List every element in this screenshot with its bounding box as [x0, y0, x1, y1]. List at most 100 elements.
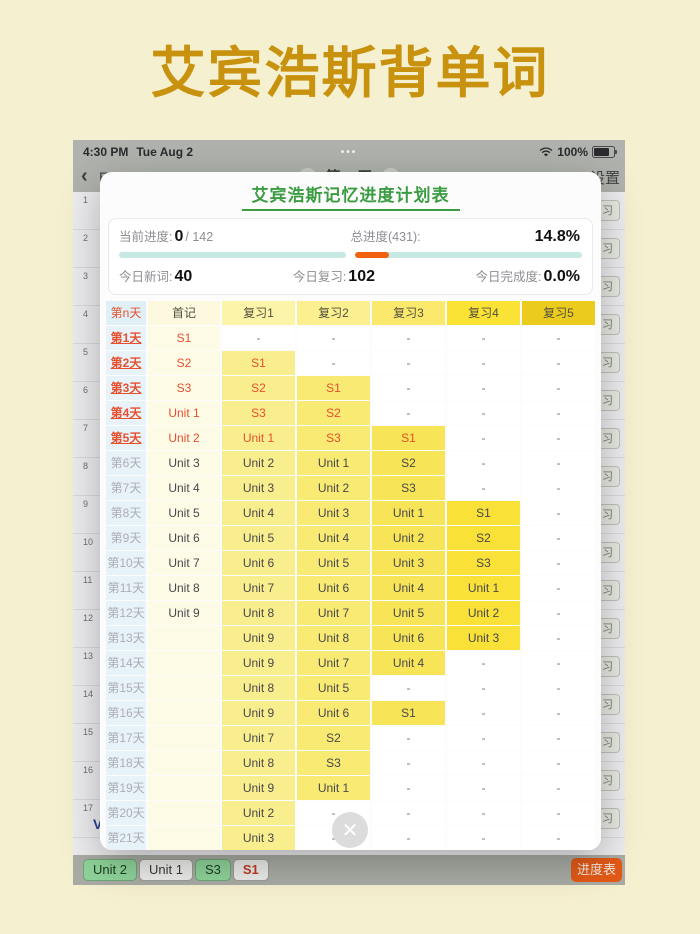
schedule-row: 第3天 S3 S2 S1- - -: [106, 376, 595, 400]
row-number: 15: [83, 727, 94, 737]
review-cell: -: [522, 376, 595, 400]
review-cell: Unit 9: [222, 626, 295, 650]
review-cell: -: [447, 401, 520, 425]
day-cell[interactable]: 第7天: [106, 476, 146, 500]
schedule-row: 第15天 Unit 8 Unit 5---: [106, 676, 595, 700]
schedule-row: 第5天 Unit 2 Unit 1 S3 S1- -: [106, 426, 595, 450]
row-number: 2: [83, 233, 89, 243]
first-memorize-cell: Unit 3: [148, 451, 220, 475]
row-number: 5: [83, 347, 89, 357]
battery-percent: 100%: [557, 145, 588, 159]
status-dots: •••: [340, 146, 358, 158]
day-cell[interactable]: 第17天: [106, 726, 146, 750]
toolbar-button-s1[interactable]: S1: [232, 859, 269, 881]
day-cell[interactable]: 第2天: [106, 351, 146, 375]
day-cell[interactable]: 第15天: [106, 676, 146, 700]
review-cell: -: [372, 826, 445, 850]
review-cell: -: [522, 776, 595, 800]
schedule-header-cell: 复习4: [447, 301, 520, 325]
first-memorize-cell: [148, 651, 220, 675]
modal-title: 艾宾浩斯记忆进度计划表: [241, 181, 460, 211]
review-cell: Unit 1: [297, 451, 370, 475]
day-cell[interactable]: 第10天: [106, 551, 146, 575]
day-cell[interactable]: 第1天: [106, 326, 146, 350]
schedule-header-cell: 复习2: [297, 301, 370, 325]
day-cell[interactable]: 第11天: [106, 576, 146, 600]
day-cell[interactable]: 第20天: [106, 801, 146, 825]
review-cell: -: [522, 426, 595, 450]
review-cell: Unit 2: [222, 451, 295, 475]
review-cell: -: [372, 776, 445, 800]
row-number: 16: [83, 765, 94, 775]
review-cell: S2: [297, 401, 370, 425]
first-memorize-cell: Unit 6: [148, 526, 220, 550]
day-cell[interactable]: 第14天: [106, 651, 146, 675]
status-bar: 4:30 PM Tue Aug 2 ••• 100%: [73, 140, 625, 164]
review-cell: -: [447, 326, 520, 350]
stats-card: 当前进度: 0 / 142 总进度(431): 14.8% 今日新词: 40 今…: [108, 218, 593, 295]
first-memorize-cell: Unit 5: [148, 501, 220, 525]
schedule-row: 第11天 Unit 8 Unit 7 Unit 6 Unit 4 Unit 1-: [106, 576, 595, 600]
review-cell: -: [522, 801, 595, 825]
day-cell[interactable]: 第8天: [106, 501, 146, 525]
review-cell: Unit 1: [222, 426, 295, 450]
schedule-row: 第12天 Unit 9 Unit 8 Unit 7 Unit 5 Unit 2-: [106, 601, 595, 625]
back-chevron-icon[interactable]: ‹: [81, 165, 88, 187]
schedule-header-cell: 复习1: [222, 301, 295, 325]
row-number: 1: [83, 195, 89, 205]
day-cell[interactable]: 第5天: [106, 426, 146, 450]
review-cell: Unit 2: [447, 601, 520, 625]
day-cell[interactable]: 第4天: [106, 401, 146, 425]
current-progress-value: 0: [174, 228, 184, 245]
current-progress-bar: [119, 252, 346, 258]
day-cell[interactable]: 第12天: [106, 601, 146, 625]
page-title: 艾宾浩斯背单词: [150, 42, 550, 104]
review-cell: -: [522, 701, 595, 725]
review-cell: Unit 4: [372, 576, 445, 600]
review-cell: -: [522, 576, 595, 600]
review-cell: Unit 6: [297, 576, 370, 600]
first-memorize-cell: Unit 8: [148, 576, 220, 600]
schedule-row: 第16天 Unit 9 Unit 6 S1- -: [106, 701, 595, 725]
close-button[interactable]: ✕: [332, 812, 368, 848]
review-cell: -: [522, 351, 595, 375]
schedule-row: 第17天 Unit 7 S2- - -: [106, 726, 595, 750]
review-cell: -: [522, 626, 595, 650]
review-cell: -: [372, 376, 445, 400]
first-memorize-cell: Unit 1: [148, 401, 220, 425]
day-cell[interactable]: 第18天: [106, 751, 146, 775]
review-cell: -: [447, 651, 520, 675]
day-cell[interactable]: 第6天: [106, 451, 146, 475]
review-cell: -: [447, 351, 520, 375]
review-cell: S2: [222, 376, 295, 400]
review-cell: -: [372, 676, 445, 700]
day-cell[interactable]: 第16天: [106, 701, 146, 725]
schedule-table: 第n天 首记 复习1 复习2 复习3 复习4 复习5 第1天 S1- - - - - 第2天 S2 S1- - -…: [106, 301, 595, 850]
toolbar-button-unit-1[interactable]: Unit 1: [138, 859, 193, 881]
day-cell[interactable]: 第13天: [106, 626, 146, 650]
first-memorize-cell: Unit 2: [148, 426, 220, 450]
review-cell: -: [447, 801, 520, 825]
schedule-row: 第4天 Unit 1 S3 S2- - -: [106, 401, 595, 425]
day-cell[interactable]: 第21天: [106, 826, 146, 850]
review-cell: S3: [297, 426, 370, 450]
toolbar-button-s3[interactable]: S3: [194, 859, 231, 881]
day-cell[interactable]: 第19天: [106, 776, 146, 800]
review-cell: -: [522, 451, 595, 475]
review-cell: -: [447, 426, 520, 450]
day-cell[interactable]: 第3天: [106, 376, 146, 400]
review-cell: Unit 8: [222, 676, 295, 700]
first-memorize-cell: Unit 7: [148, 551, 220, 575]
total-progress-fill: [355, 252, 389, 258]
schedule-row: 第9天 Unit 6 Unit 5 Unit 4 Unit 2 S2-: [106, 526, 595, 550]
total-progress-label: 总进度(431):: [350, 230, 421, 244]
row-number: 14: [83, 689, 94, 699]
review-cell: Unit 5: [372, 601, 445, 625]
toolbar-button-unit-2[interactable]: Unit 2: [83, 859, 137, 881]
review-cell: Unit 8: [297, 626, 370, 650]
progress-table-button[interactable]: 进度表: [570, 858, 622, 882]
review-cell: -: [447, 726, 520, 750]
review-cell: Unit 2: [372, 526, 445, 550]
day-cell[interactable]: 第9天: [106, 526, 146, 550]
